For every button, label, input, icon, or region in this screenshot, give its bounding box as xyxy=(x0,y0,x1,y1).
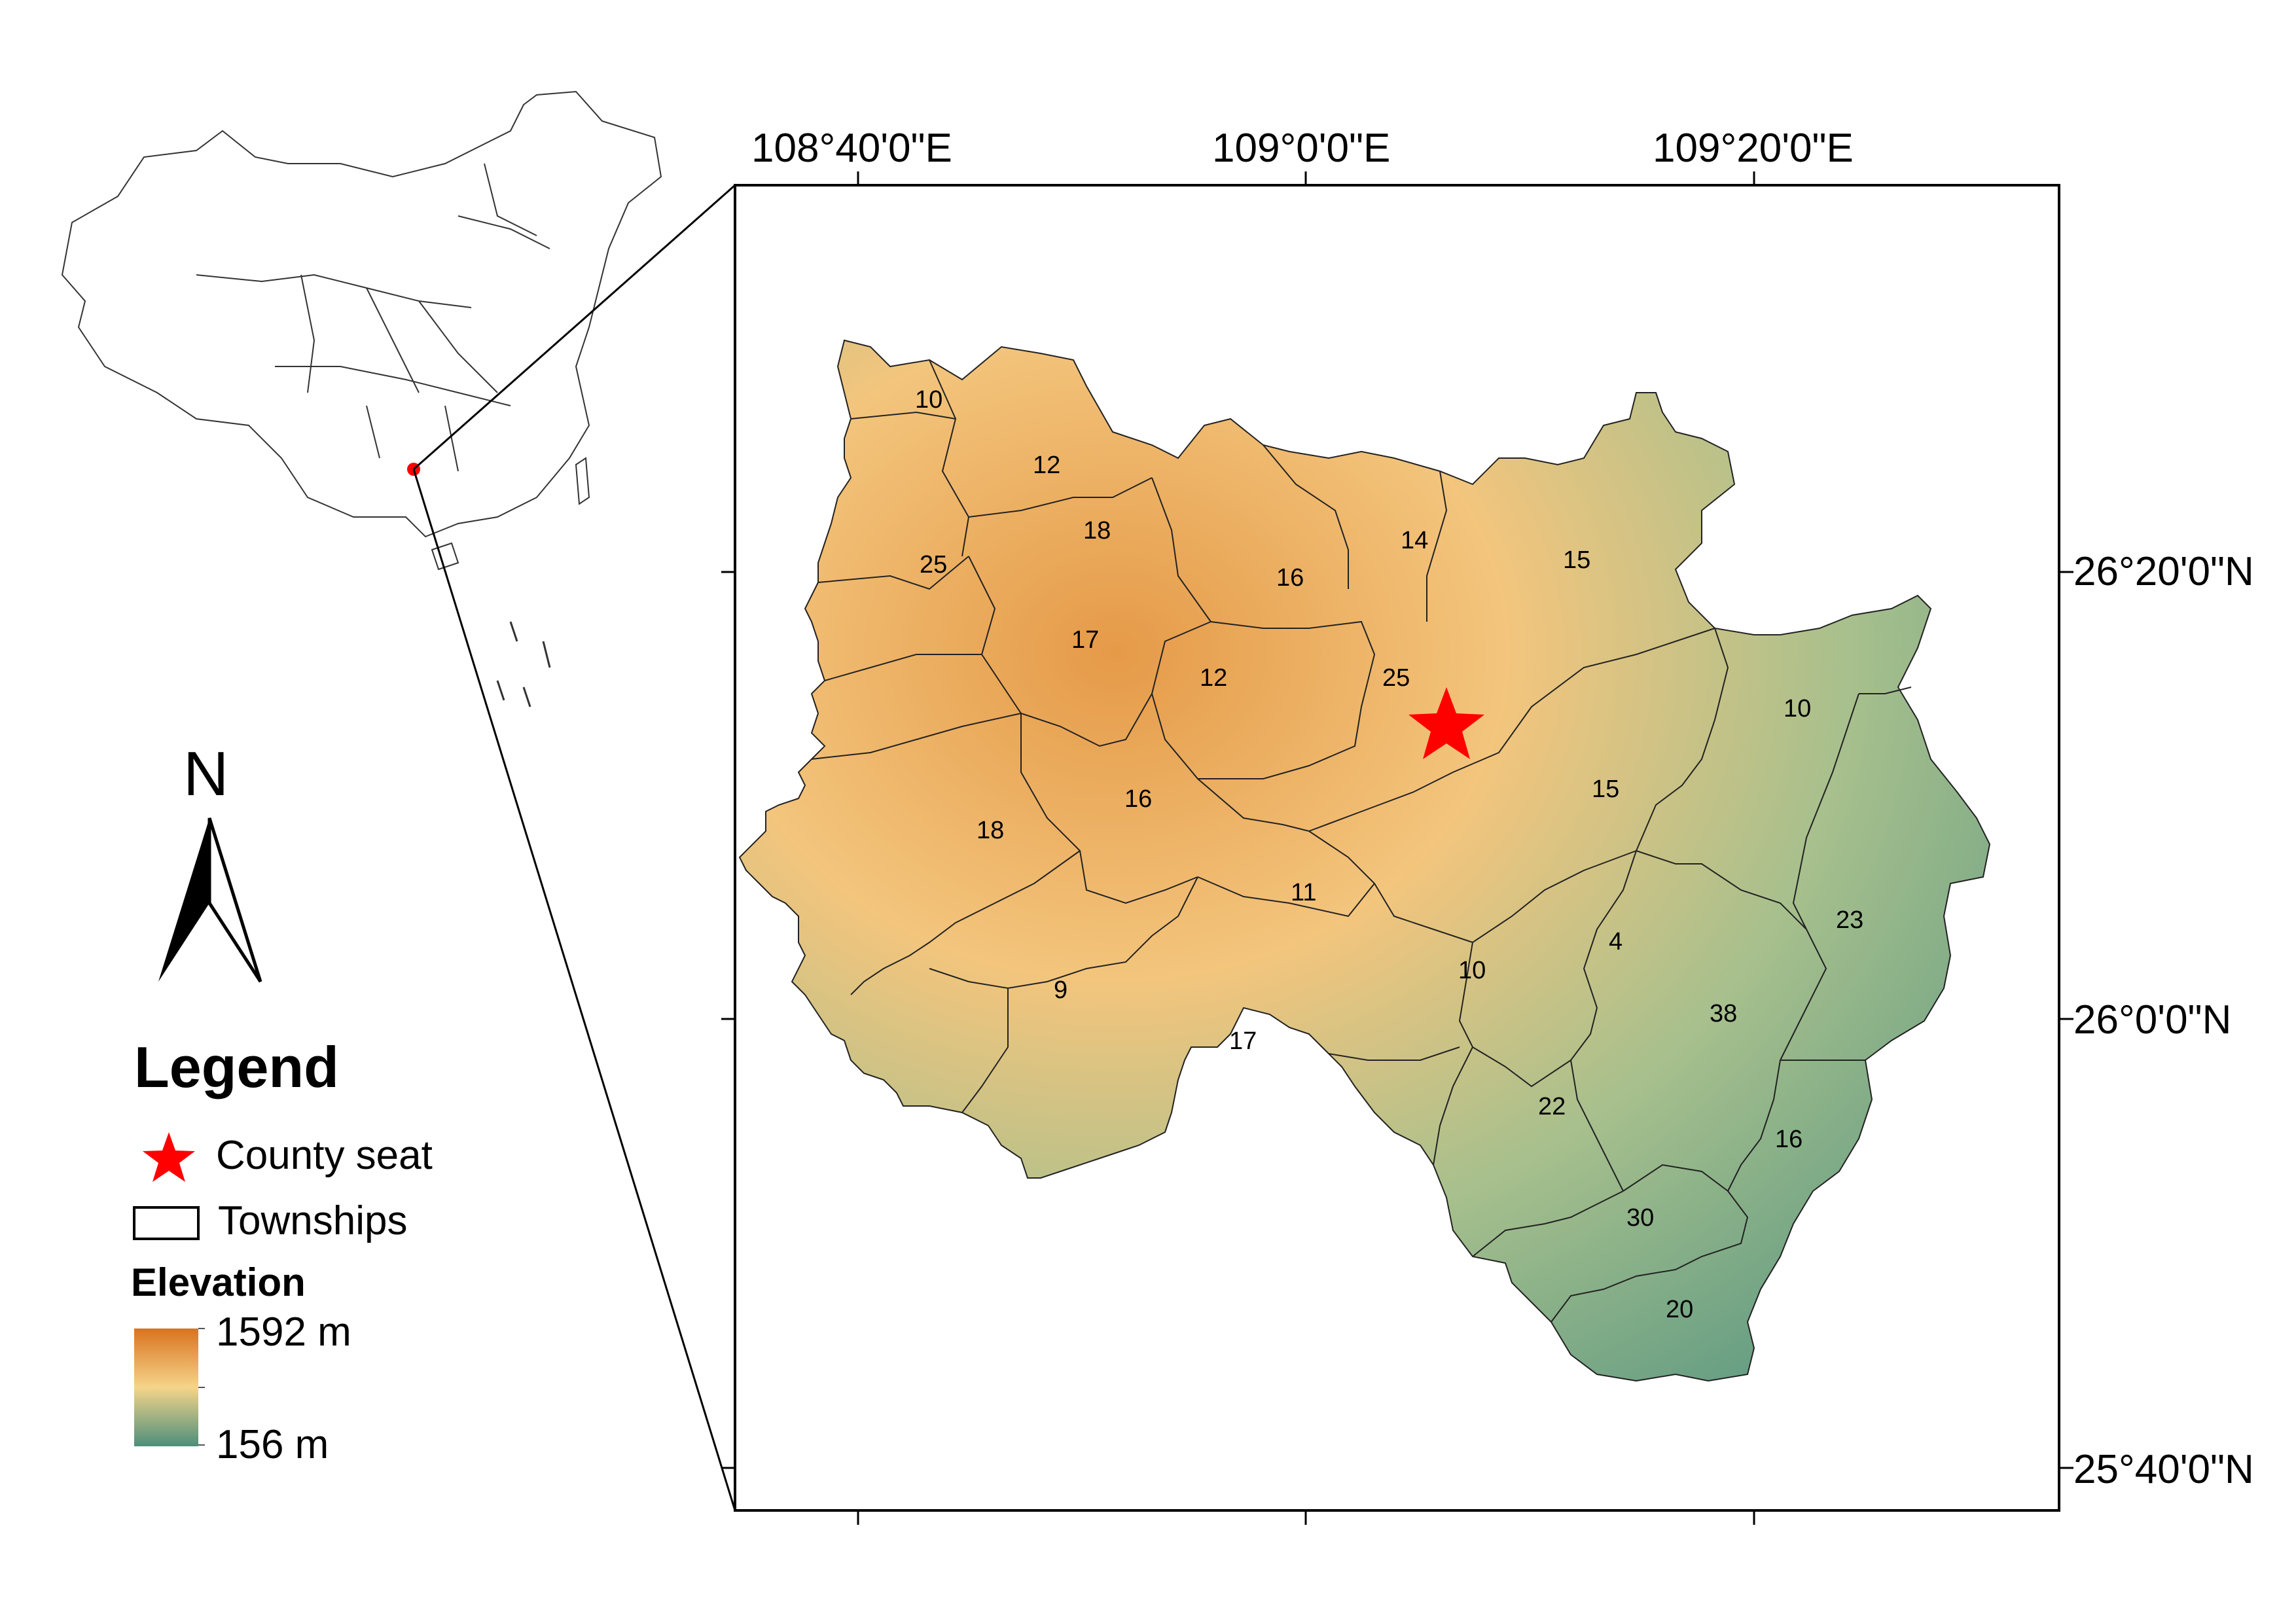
legend-star-icon xyxy=(143,1132,195,1182)
legend-elevation-ramp xyxy=(134,1329,198,1446)
lat-label-2: 26°0'0"N xyxy=(2073,997,2232,1043)
hainan-island xyxy=(431,542,459,571)
legend-county-seat-label: County seat xyxy=(216,1133,433,1178)
township-label: 23 xyxy=(1836,906,1864,934)
township-label: 10 xyxy=(1458,957,1486,984)
township-label: 10 xyxy=(915,386,943,414)
lon-label-2: 109°0'0"E xyxy=(1212,126,1391,171)
taiwan-island xyxy=(575,457,590,505)
township-label: 38 xyxy=(1710,1000,1738,1027)
township-label: 9 xyxy=(1054,976,1068,1004)
township-label: 15 xyxy=(1592,776,1620,803)
township-label: 11 xyxy=(1291,879,1317,906)
legend-townships-swatch xyxy=(133,1206,200,1240)
township-label: 30 xyxy=(1626,1204,1655,1232)
lat-label-3: 25°40'0"N xyxy=(2073,1447,2254,1492)
china-outline xyxy=(61,90,662,538)
township-label: 14 xyxy=(1401,527,1429,554)
township-label: 15 xyxy=(1563,546,1591,574)
township-boundaries xyxy=(811,359,1912,1323)
graticule-ticks xyxy=(721,171,2073,1525)
township-label: 25 xyxy=(920,551,948,579)
township-label: 20 xyxy=(1666,1296,1694,1323)
legend-elevation-min: 156 m xyxy=(216,1422,329,1467)
lat-label-1: 26°20'0"N xyxy=(2073,549,2254,594)
township-label: 18 xyxy=(1083,517,1111,544)
legend-elevation-max: 1592 m xyxy=(216,1310,351,1355)
lon-label-3: 109°20'0"E xyxy=(1653,126,1854,171)
north-arrow-icon xyxy=(158,817,262,983)
township-label: 22 xyxy=(1538,1093,1566,1120)
township-label: 16 xyxy=(1276,564,1304,592)
north-arrow-label: N xyxy=(183,739,229,809)
county-seat-star xyxy=(1408,687,1484,759)
legend-title: Legend xyxy=(134,1035,339,1099)
township-label: 16 xyxy=(1775,1126,1803,1153)
legend-elevation-title: Elevation xyxy=(131,1260,306,1304)
township-label: 10 xyxy=(1784,695,1812,722)
township-label: 17 xyxy=(1229,1027,1257,1055)
zoom-connector-lines xyxy=(412,184,736,1511)
township-label: 25 xyxy=(1382,664,1410,692)
township-label: 4 xyxy=(1609,928,1623,955)
township-label: 18 xyxy=(977,817,1005,844)
lon-label-1: 108°40'0"E xyxy=(751,126,952,171)
township-label: 17 xyxy=(1071,626,1100,654)
township-label: 12 xyxy=(1200,664,1228,692)
legend-townships-label: Townships xyxy=(218,1198,408,1243)
township-label: 16 xyxy=(1124,785,1153,813)
township-label: 12 xyxy=(1033,452,1061,479)
china-inset-map xyxy=(61,90,662,707)
